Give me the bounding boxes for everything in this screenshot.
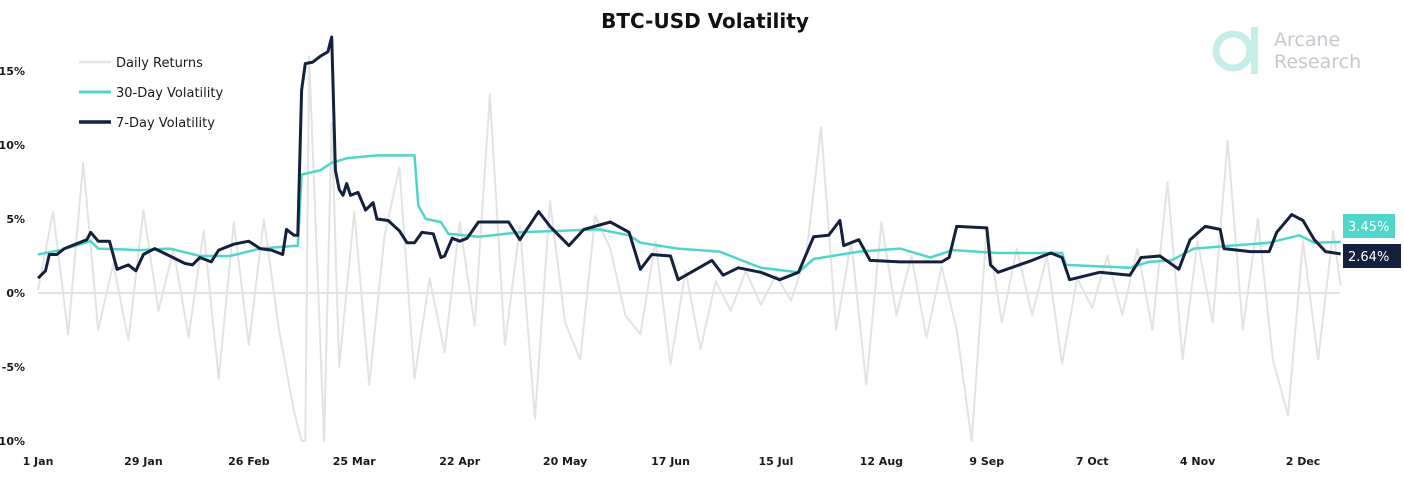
- y-tick-label: 0%: [6, 287, 25, 300]
- end-label-text: 2.64%: [1348, 250, 1389, 265]
- logo-mark-stem: [1251, 27, 1258, 74]
- series-line-7-day-volatility: [36, 35, 1341, 282]
- y-tick-label: 15%: [0, 65, 25, 78]
- x-tick-label: 1 Jan: [23, 455, 54, 468]
- y-tick-label: 10%: [0, 139, 25, 152]
- legend-label: 7-Day Volatility: [116, 116, 215, 131]
- x-tick-label: 7 Oct: [1076, 455, 1109, 468]
- logo-mark-ring: [1212, 30, 1254, 72]
- end-value-label: 2.64%: [1343, 244, 1401, 268]
- x-tick-label: 17 Jun: [651, 455, 690, 468]
- legend-item: 30-Day Volatility: [79, 86, 223, 101]
- x-tick-label: 25 Mar: [333, 455, 377, 468]
- y-tick-label: -10%: [0, 435, 25, 448]
- logo-text-line2: Research: [1274, 51, 1361, 73]
- series-line-daily-returns: [37, 55, 1342, 442]
- x-tick-label: 26 Feb: [228, 455, 270, 468]
- x-tick-label: 29 Jan: [124, 455, 162, 468]
- x-tick-label: 4 Nov: [1180, 455, 1216, 468]
- legend-label: Daily Returns: [116, 56, 203, 71]
- series-line-30-day-volatility: [37, 154, 1341, 274]
- x-tick-label: 9 Sep: [969, 455, 1004, 468]
- end-label-box: [1343, 244, 1401, 268]
- logo: Arcane Research: [1212, 27, 1361, 74]
- y-tick-label: -5%: [2, 361, 25, 374]
- end-label-text: 3.45%: [1348, 220, 1389, 235]
- legend-item: Daily Returns: [79, 56, 203, 71]
- chart-title: BTC-USD Volatility: [601, 9, 809, 33]
- logo-text-line1: Arcane: [1274, 29, 1340, 51]
- x-tick-label: 2 Dec: [1286, 455, 1321, 468]
- end-label-box: [1343, 214, 1395, 238]
- legend: Daily Returns 30-Day Volatility 7-Day Vola…: [79, 56, 223, 131]
- x-tick-label: 22 Apr: [439, 455, 481, 468]
- legend-item: 7-Day Volatility: [79, 116, 215, 131]
- y-tick-label: 5%: [6, 213, 25, 226]
- legend-label: 30-Day Volatility: [116, 86, 223, 101]
- x-tick-label: 20 May: [543, 455, 587, 468]
- end-value-label: 3.45%: [1343, 214, 1395, 238]
- x-tick-label: 15 Jul: [759, 455, 794, 468]
- x-tick-label: 12 Aug: [860, 455, 903, 468]
